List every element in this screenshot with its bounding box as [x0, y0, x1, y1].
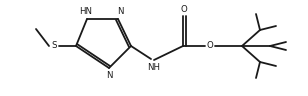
Text: N: N [117, 7, 123, 17]
Text: HN: HN [79, 7, 92, 17]
Text: N: N [106, 72, 112, 81]
Text: NH: NH [148, 63, 160, 72]
Text: O: O [207, 41, 213, 50]
Text: S: S [51, 41, 57, 50]
Text: O: O [180, 5, 187, 14]
